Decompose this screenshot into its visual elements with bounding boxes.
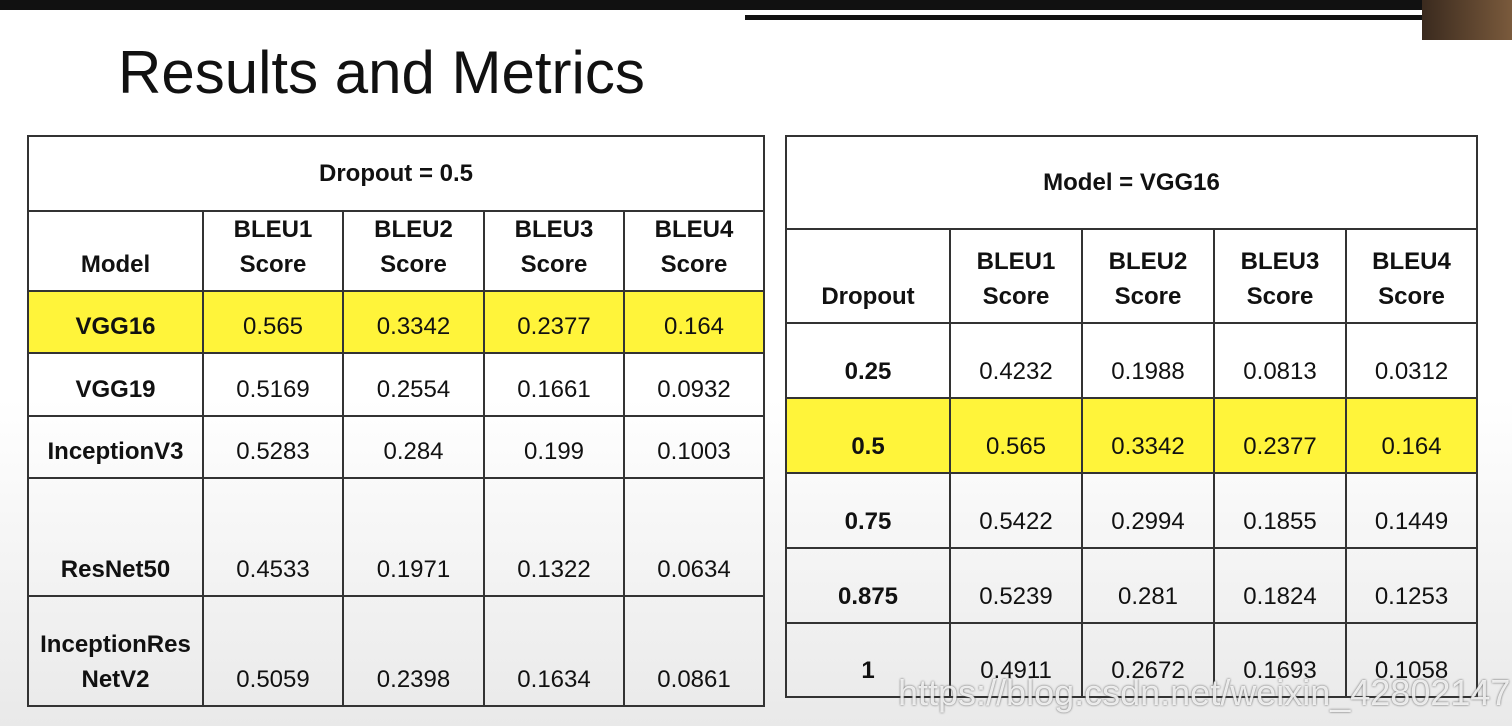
cell: 0.2994 [1081,472,1215,549]
cell: 0.1988 [1081,322,1215,399]
row: VGG16 0.565 0.3342 0.2377 0.164 [27,290,766,354]
cell: 0.0312 [1344,322,1479,399]
cell: 0.1634 [483,595,625,707]
top-bar [0,0,1512,10]
cell: 0.284 [342,415,485,479]
cell: VGG16 [27,290,204,354]
cell: 0.1855 [1213,472,1347,549]
header-cell: Dropout [785,228,951,324]
cell: 0.25 [785,322,951,399]
cell: 0.5059 [202,595,344,707]
cell: 0.1449 [1344,472,1479,549]
row: 0.25 0.4232 0.1988 0.0813 0.0312 [785,322,1479,399]
header-cell: BLEU2 Score [342,210,485,292]
cell: 0.1058 [1344,622,1479,698]
cell: 0.75 [785,472,951,549]
cell: 0.164 [622,290,766,354]
header-row: Dropout BLEU1 Score BLEU2 Score BLEU3 Score… [785,228,1479,324]
cell: 0.4533 [202,477,344,597]
caption-row: Model = VGG16 [784,135,1479,230]
row: VGG19 0.5169 0.2554 0.1661 0.0932 [27,352,766,417]
cell: 0.3342 [1081,397,1215,474]
cell: 0.1003 [622,415,766,479]
slide-title: Results and Metrics [118,39,645,106]
row: 0.875 0.5239 0.281 0.1824 0.1253 [785,547,1479,624]
cell: 0.0932 [622,352,766,417]
cell: 0.1253 [1344,547,1479,624]
header-cell: BLEU3 Score [483,210,625,292]
header-cell: Model [27,210,204,292]
results-table: Dropout = 0.5 Model BLEU1 Score BLEU2 Score… [26,135,766,707]
cell: 0.5283 [202,415,344,479]
cell: ResNet50 [27,477,204,597]
cell: 0.2398 [342,595,485,707]
cell: 0.5239 [949,547,1083,624]
camera-thumbnail [1422,0,1512,40]
cell: 0.0634 [622,477,766,597]
cell: 0.1661 [483,352,625,417]
row: InceptionV3 0.5283 0.284 0.199 0.1003 [27,415,766,479]
cell: InceptionRes NetV2 [27,595,204,707]
cell: 0.4911 [949,622,1083,698]
rule [745,15,1425,20]
header-cell: BLEU3 Score [1213,228,1347,324]
watermark: https://blog.csdn.net/weixin_42802147 [898,672,1511,713]
cell: 0.2672 [1081,622,1215,698]
cell: 0.565 [202,290,344,354]
cell: 0.2554 [342,352,485,417]
cell: 0.164 [1344,397,1479,474]
row: ResNet50 0.4533 0.1971 0.1322 0.0634 [27,477,766,597]
header-cell: BLEU2 Score [1081,228,1215,324]
cell: 0.2377 [483,290,625,354]
cell: 0.5169 [202,352,344,417]
cell: 0.1824 [1213,547,1347,624]
cell: 0.2377 [1213,397,1347,474]
cell: 0.1693 [1213,622,1347,698]
cell: 0.4232 [949,322,1083,399]
results-table: Model = VGG16 Dropout BLEU1 Score BLEU2 Sco… [784,135,1479,698]
cell: InceptionV3 [27,415,204,479]
row: 0.5 0.565 0.3342 0.2377 0.164 [785,397,1479,474]
cell: 1 [785,622,951,698]
cell: 0.5 [785,397,951,474]
cell: 0.5422 [949,472,1083,549]
header-cell: BLEU4 Score [1344,228,1479,324]
cell: 0.1971 [342,477,485,597]
row: 0.75 0.5422 0.2994 0.1855 0.1449 [785,472,1479,549]
cell: 0.1322 [483,477,625,597]
header-row: Model BLEU1 Score BLEU2 Score BLEU3 Score BL… [27,210,766,292]
cell: 0.0861 [622,595,766,707]
header-cell: BLEU1 Score [949,228,1083,324]
cell: 0.565 [949,397,1083,474]
caption: Dropout = 0.5 [26,135,766,212]
cell: VGG19 [27,352,204,417]
cell: 0.0813 [1213,322,1347,399]
caption: Model = VGG16 [784,135,1479,230]
cell: 0.199 [483,415,625,479]
header-cell: BLEU1 Score [202,210,344,292]
cell: 0.281 [1081,547,1215,624]
header-cell: BLEU4 Score [622,210,766,292]
row: 1 0.4911 0.2672 0.1693 0.1058 [785,622,1479,698]
cell: 0.875 [785,547,951,624]
row: InceptionRes NetV2 0.5059 0.2398 0.1634 0.08… [27,595,766,707]
caption-row: Dropout = 0.5 [26,135,766,212]
cell: 0.3342 [342,290,485,354]
